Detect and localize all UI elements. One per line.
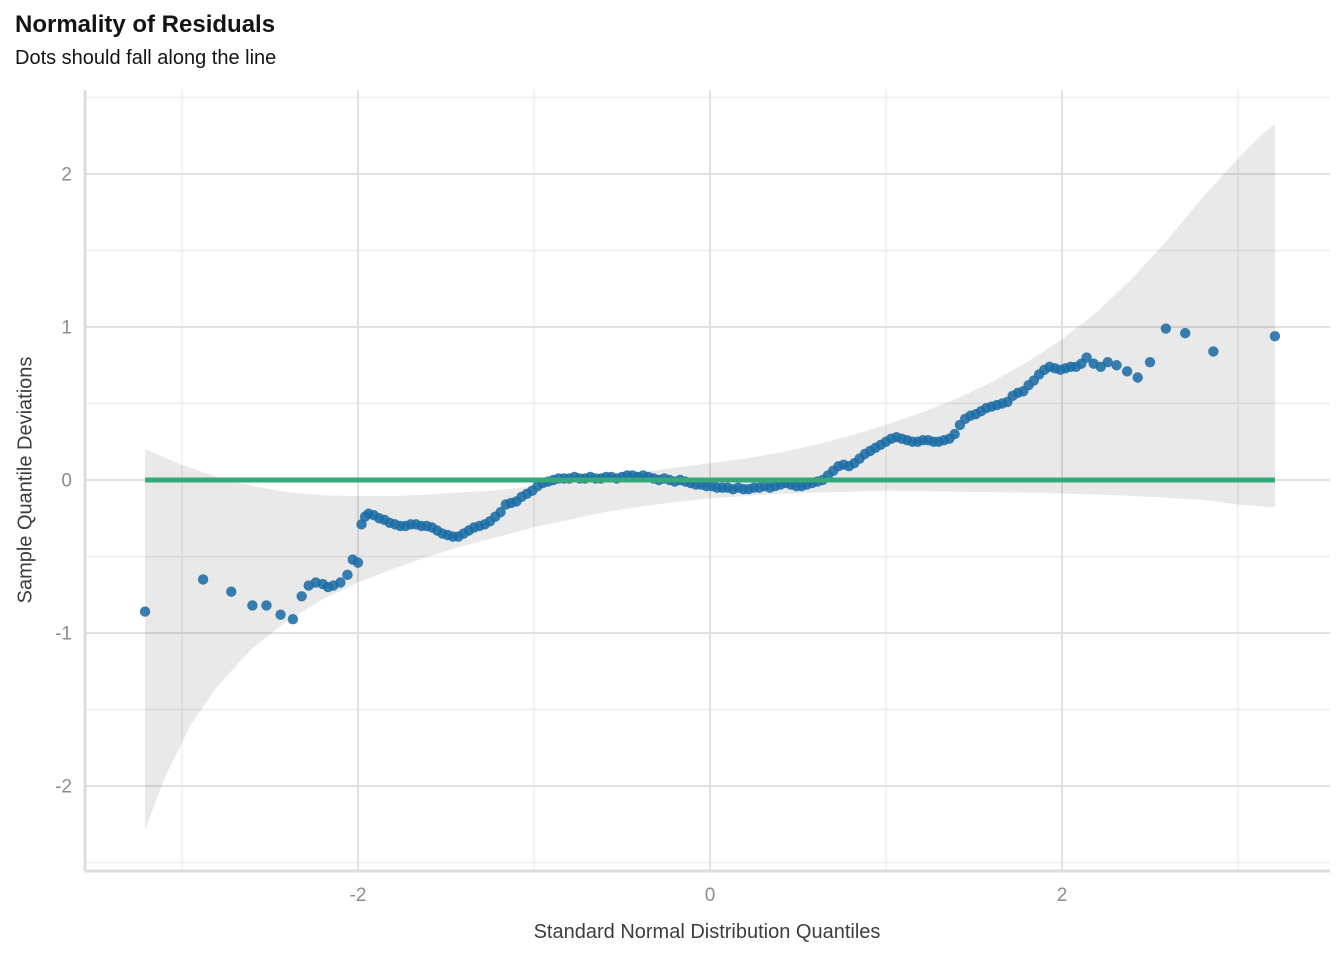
data-point xyxy=(495,506,506,518)
data-point xyxy=(1269,330,1281,342)
page-subtitle: Dots should fall along the line xyxy=(15,47,277,69)
page-title: Normality of Residuals xyxy=(15,11,276,38)
data-point xyxy=(949,428,960,440)
y-tick-label: 1 xyxy=(61,318,72,339)
y-axis-title: Sample Quantile Deviations xyxy=(14,356,37,604)
data-point xyxy=(296,591,307,602)
data-point xyxy=(342,569,353,581)
data-point xyxy=(1180,327,1191,339)
data-point xyxy=(247,600,258,611)
data-point xyxy=(1081,352,1092,363)
data-point xyxy=(261,600,272,611)
data-point xyxy=(1121,366,1133,377)
data-point xyxy=(139,606,151,617)
data-point xyxy=(226,586,237,597)
confidence-band xyxy=(145,123,1275,831)
x-tick-label: -2 xyxy=(350,885,367,906)
y-tick-label: -2 xyxy=(55,777,72,798)
data-point xyxy=(275,609,286,620)
y-tick-label: 0 xyxy=(61,471,72,492)
data-point xyxy=(197,574,209,585)
y-tick-label: -1 xyxy=(55,624,72,645)
data-point xyxy=(287,614,299,625)
data-point xyxy=(1102,356,1113,368)
x-tick-label: 0 xyxy=(705,885,716,906)
data-point xyxy=(1132,372,1143,383)
data-point xyxy=(352,557,364,568)
x-tick-label: 2 xyxy=(1057,885,1068,906)
data-point xyxy=(1160,323,1172,334)
data-point xyxy=(1144,356,1156,368)
data-point xyxy=(1111,360,1122,371)
data-point xyxy=(335,577,346,588)
x-axis-title: Standard Normal Distribution Quantiles xyxy=(533,921,881,943)
y-tick-label: 2 xyxy=(61,165,72,186)
data-point xyxy=(1208,346,1219,357)
